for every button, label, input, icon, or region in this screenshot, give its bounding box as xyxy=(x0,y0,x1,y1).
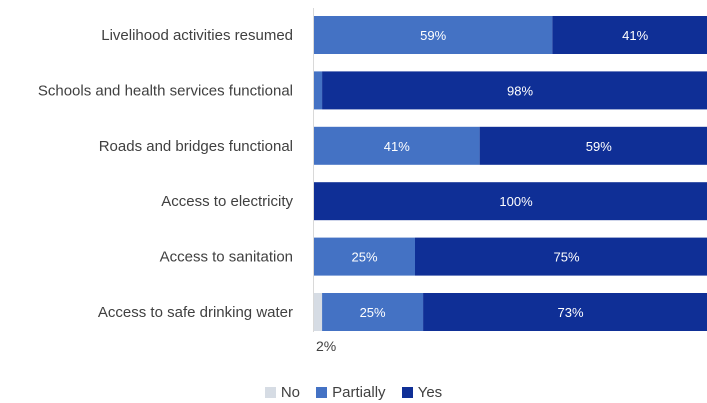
category-label-access-to-safe-drinking-water: Access to safe drinking water xyxy=(98,304,293,321)
bar-partially-schools-and-health-services-functional xyxy=(314,71,323,110)
legend-item-partially: Partially xyxy=(316,384,386,401)
legend-label-no: No xyxy=(280,384,300,401)
category-label-access-to-sanitation: Access to sanitation xyxy=(160,249,293,266)
legend-swatch-no xyxy=(264,387,276,398)
legend-item-no: No xyxy=(264,384,300,401)
bar-partially-access-to-safe-drinking-water xyxy=(322,293,424,331)
category-label-schools-and-health-services-functional: Schools and health services functional xyxy=(38,82,293,99)
data-label-yes-access-to-electricity: 100% xyxy=(499,194,533,209)
data-label-yes-schools-and-health-services-functional: 98% xyxy=(507,83,533,98)
bar-yes-schools-and-health-services-functional xyxy=(322,71,707,110)
bar-partially-access-to-sanitation xyxy=(314,237,415,276)
legend-swatch-partially xyxy=(316,387,328,398)
legend-item-yes: Yes xyxy=(401,384,443,401)
bar-yes-access-to-electricity xyxy=(314,182,707,221)
category-label-livelihood-activities-resumed: Livelihood activities resumed xyxy=(101,27,293,44)
data-label-partially-access-to-safe-drinking-water: 25% xyxy=(360,305,386,320)
data-label-partially-access-to-sanitation: 25% xyxy=(351,250,377,265)
bar-yes-access-to-safe-drinking-water xyxy=(423,293,707,331)
bar-yes-access-to-sanitation xyxy=(415,237,707,276)
bar-yes-roads-and-bridges-functional xyxy=(479,126,707,165)
data-label-yes-livelihood-activities-resumed: 41% xyxy=(622,28,648,43)
category-label-access-to-electricity: Access to electricity xyxy=(161,193,293,210)
bar-yes-livelihood-activities-resumed xyxy=(552,16,707,54)
data-label-partially-roads-and-bridges-functional: 41% xyxy=(384,139,410,154)
data-label-partially-livelihood-activities-resumed: 59% xyxy=(420,28,446,43)
legend-label-yes: Yes xyxy=(417,384,443,401)
legend-swatch-yes xyxy=(401,387,413,398)
bar-no-access-to-safe-drinking-water xyxy=(314,293,323,331)
category-label-roads-and-bridges-functional: Roads and bridges functional xyxy=(99,138,293,155)
bar-partially-livelihood-activities-resumed xyxy=(314,16,553,54)
data-label-no-access-to-safe-drinking-water: 2% xyxy=(316,338,336,354)
data-label-yes-roads-and-bridges-functional: 59% xyxy=(586,139,612,154)
data-label-yes-access-to-safe-drinking-water: 73% xyxy=(558,305,584,320)
chart-legend: No Partially Yes xyxy=(0,384,707,402)
bar-partially-roads-and-bridges-functional xyxy=(314,126,480,165)
legend-label-partially: Partially xyxy=(332,384,386,401)
data-label-yes-access-to-sanitation: 75% xyxy=(553,250,579,265)
